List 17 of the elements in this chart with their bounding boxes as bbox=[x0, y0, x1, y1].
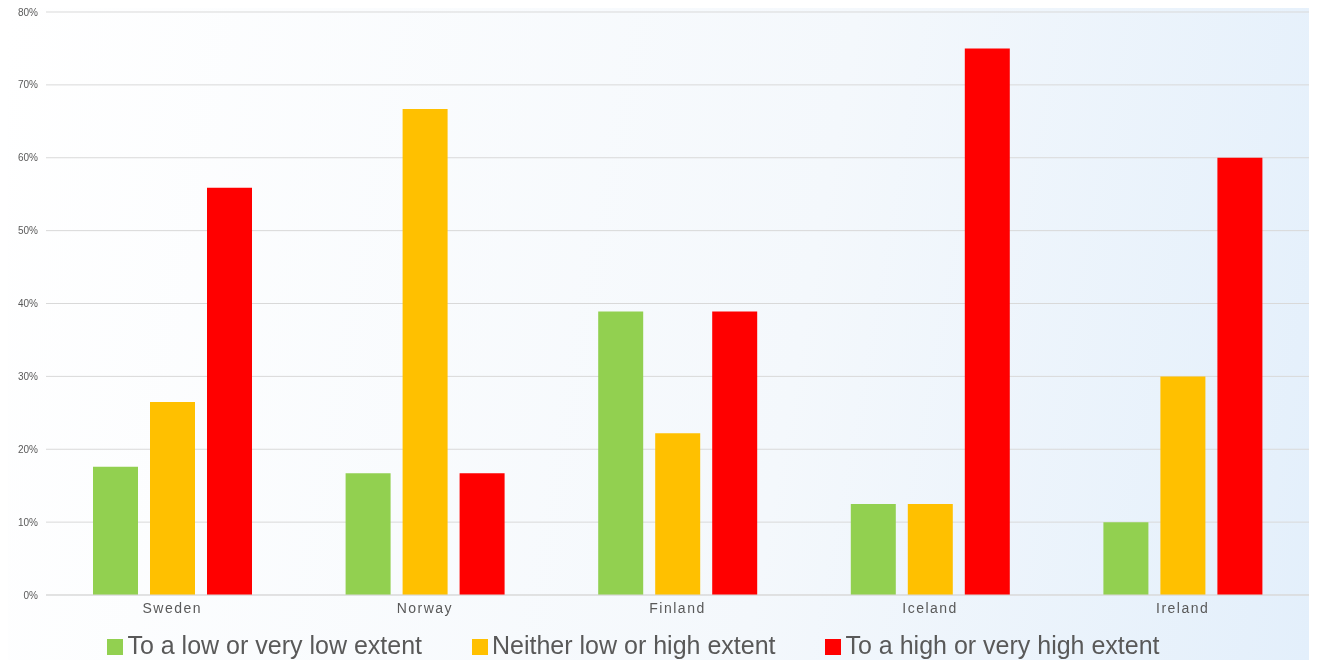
y-tick-label: 10% bbox=[17, 516, 39, 528]
y-tick-label: 50% bbox=[17, 225, 39, 237]
y-tick-label: 40% bbox=[17, 298, 39, 310]
x-tick-label: Ireland bbox=[1156, 599, 1210, 616]
legend-label: Neither low or high extent bbox=[492, 631, 776, 659]
x-tick-label: Finland bbox=[649, 599, 706, 616]
y-tick-label: 30% bbox=[17, 370, 39, 382]
y-tick-label: 70% bbox=[17, 79, 39, 91]
y-tick-label: 0% bbox=[23, 589, 39, 601]
x-tick-label: Sweden bbox=[142, 599, 203, 616]
y-tick-label: 20% bbox=[17, 443, 39, 455]
y-tick-label: 80% bbox=[17, 6, 39, 18]
x-tick-label: Iceland bbox=[902, 599, 958, 616]
x-tick-label: Norway bbox=[396, 599, 454, 616]
legend-label: To a high or very high extent bbox=[845, 631, 1160, 659]
legend-label: To a low or very low extent bbox=[127, 631, 422, 659]
y-tick-label: 60% bbox=[17, 152, 39, 164]
